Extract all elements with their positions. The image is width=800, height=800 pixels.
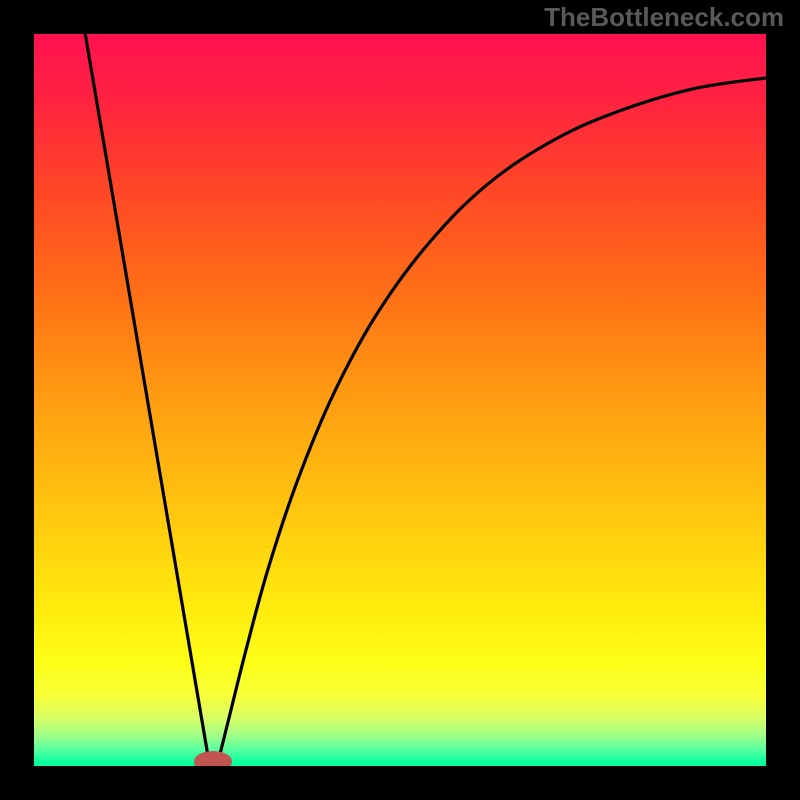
curve-svg bbox=[34, 34, 766, 766]
curve-right-branch bbox=[217, 78, 766, 766]
curve-left-branch bbox=[85, 34, 209, 766]
bottleneck-marker bbox=[194, 751, 232, 766]
plot-area bbox=[34, 34, 766, 766]
watermark-text: TheBottleneck.com bbox=[544, 2, 784, 33]
